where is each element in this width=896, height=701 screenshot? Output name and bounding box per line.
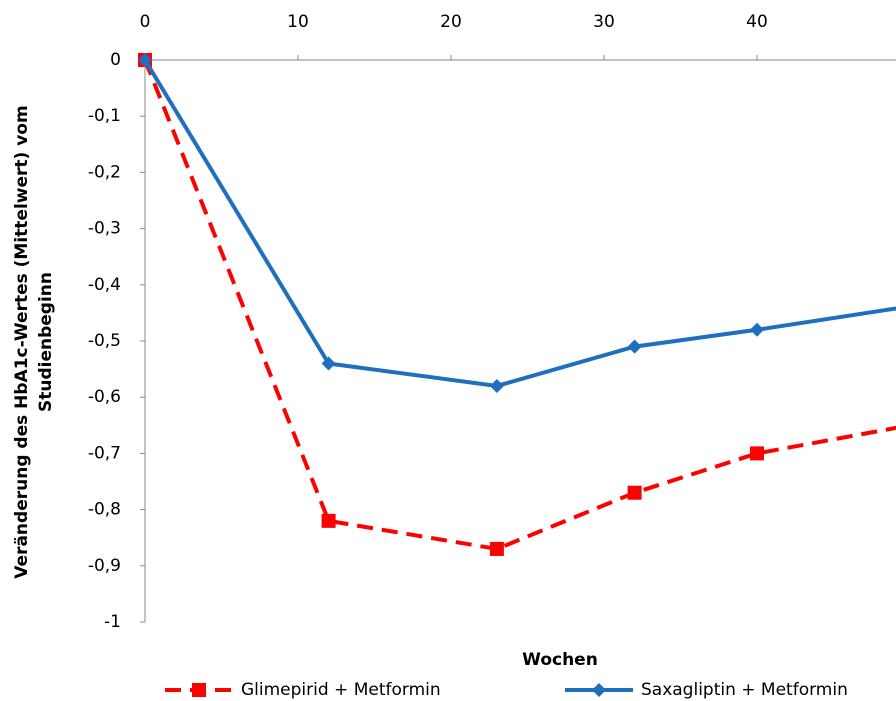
legend-label: Saxagliptin + Metformin	[641, 680, 848, 700]
marker	[750, 322, 764, 337]
y-tick-label: -0,4	[88, 275, 121, 295]
y-tick-label: -0,9	[88, 556, 121, 576]
y-tick-label: -0,8	[88, 500, 121, 520]
marker	[627, 485, 642, 500]
y-tick-label: -0,1	[88, 106, 121, 126]
marker	[192, 683, 206, 697]
y-tick-label: -0,3	[88, 219, 121, 239]
y-tick-label: -0,7	[88, 443, 121, 463]
marker	[627, 339, 642, 354]
marker	[321, 513, 336, 528]
y-tick-label: -0,5	[88, 331, 121, 351]
x-tick-label: 40	[746, 12, 768, 32]
marker	[138, 53, 152, 67]
series-line	[143, 58, 896, 388]
series-line	[143, 59, 896, 552]
x-tick-label: 20	[440, 12, 462, 32]
y-tick-label: 0	[110, 50, 121, 70]
x-tick-label: 0	[140, 12, 151, 32]
y-tick-label: -1	[104, 612, 121, 632]
x-tick-label: 10	[287, 12, 309, 32]
y-tick-label: -0,6	[88, 387, 121, 407]
marker	[321, 356, 336, 371]
x-tick-label: 30	[593, 12, 615, 32]
y-axis-title-line: Studienbeginn	[36, 272, 56, 412]
marker	[489, 378, 504, 393]
marker	[750, 446, 764, 461]
y-axis-title: Veränderung des HbA1c-Wertes (Mittelwert…	[12, 105, 56, 578]
legend-label: Glimepirid + Metformin	[241, 680, 441, 700]
y-axis-title-line: Veränderung des HbA1c-Wertes (Mittelwert…	[12, 105, 32, 578]
marker	[592, 683, 606, 697]
marker	[489, 541, 504, 556]
x-axis-title: Wochen	[522, 650, 598, 670]
y-tick-label: -0,2	[88, 162, 121, 182]
plot-area	[138, 53, 896, 556]
